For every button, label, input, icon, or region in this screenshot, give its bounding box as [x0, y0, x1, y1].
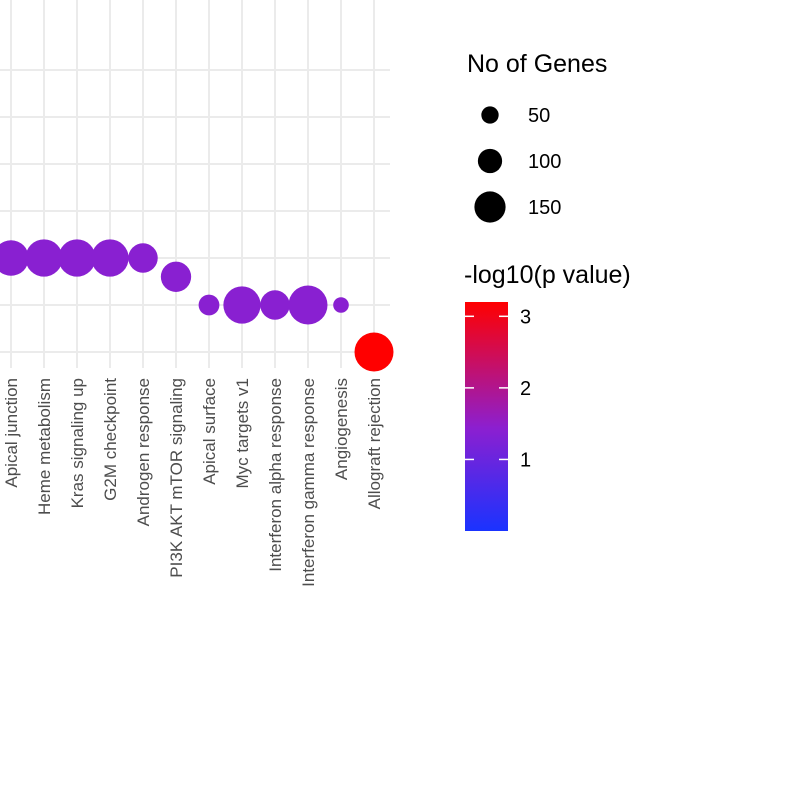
x-tick-label: G2M checkpoint	[101, 378, 120, 501]
bubble-point	[260, 290, 290, 320]
x-tick-label: Apical junction	[2, 378, 21, 488]
size-legend-key	[481, 106, 499, 124]
size-legend-label: 50	[528, 105, 550, 127]
colorbar-tick-label: 1	[520, 449, 531, 471]
x-tick-label: PI3K AKT mTOR signaling	[167, 378, 186, 578]
bubble-point	[288, 285, 328, 325]
bubble-point	[333, 297, 349, 313]
x-tick-label: Interferon gamma response	[299, 378, 318, 587]
bubble-point	[160, 261, 192, 292]
x-axis-tick-labels: Apical junction Heme metabolism Kras signa…	[2, 378, 384, 587]
color-legend-title: -log10(p value)	[464, 261, 631, 289]
colorbar	[465, 302, 508, 531]
size-legend-key	[477, 148, 503, 174]
x-tick-label: Myc targets v1	[233, 378, 252, 489]
grid-lines	[0, 0, 390, 368]
x-tick-label: Allograft rejection	[365, 378, 384, 509]
bubble-point	[58, 239, 96, 277]
size-legend-label: 100	[528, 151, 561, 173]
size-legend-label: 150	[528, 197, 561, 219]
bubble-points	[0, 239, 394, 372]
bubble-point	[354, 332, 394, 372]
x-tick-label: Angiogenesis	[332, 378, 351, 480]
size-legend: No of Genes 50 100 150	[467, 50, 607, 223]
bubble-point	[223, 286, 261, 324]
colorbar-tick-label: 2	[520, 378, 531, 400]
x-tick-label: Androgen response	[134, 378, 153, 526]
bubble-point	[198, 294, 220, 316]
x-tick-label: Kras signaling up	[68, 378, 87, 508]
x-tick-label: Heme metabolism	[35, 378, 54, 515]
bubble-point	[128, 243, 158, 273]
size-legend-title: No of Genes	[467, 50, 607, 78]
x-tick-label: Interferon alpha response	[266, 378, 285, 572]
color-legend: -log10(p value) 1 2 3	[464, 261, 631, 531]
bubble-point	[25, 239, 63, 277]
bubble-point	[0, 240, 29, 276]
size-legend-key	[474, 191, 506, 223]
bubble-point	[91, 239, 129, 277]
x-tick-label: Apical surface	[200, 378, 219, 485]
colorbar-tick-label: 3	[520, 306, 531, 328]
